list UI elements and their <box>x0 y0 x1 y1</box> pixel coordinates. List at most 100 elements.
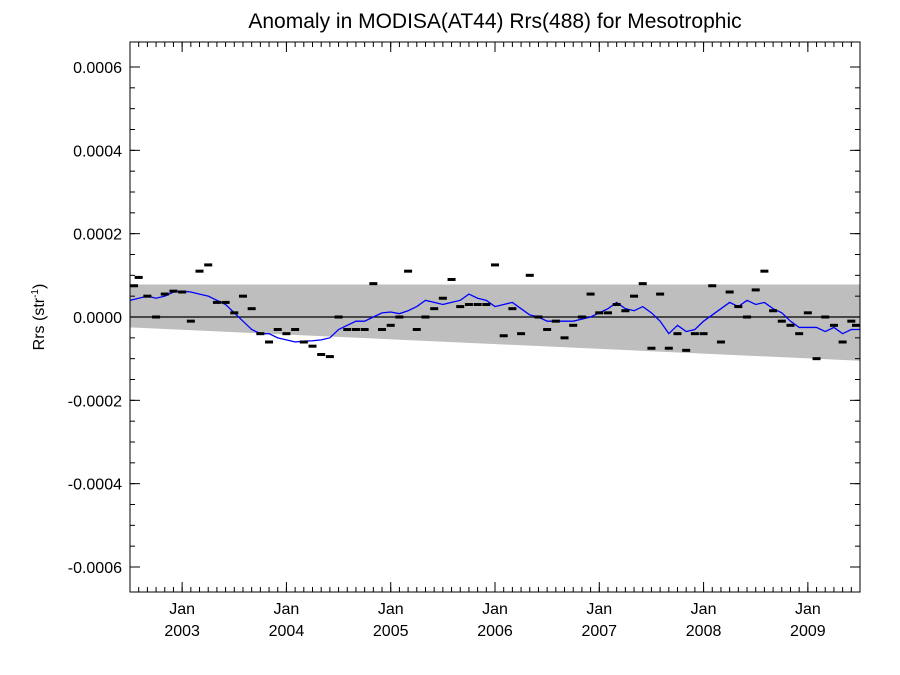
monthly-anomaly-marker <box>134 275 143 279</box>
monthly-anomaly-marker <box>404 269 413 273</box>
monthly-anomaly-marker <box>386 323 395 327</box>
y-tick-label: 0.0002 <box>73 227 122 244</box>
y-axis-label: Rrs (str-1) <box>30 284 48 351</box>
monthly-anomaly-marker <box>743 315 752 319</box>
monthly-anomaly-marker <box>204 263 213 267</box>
monthly-anomaly-marker <box>656 292 665 296</box>
monthly-anomaly-marker <box>603 311 612 315</box>
monthly-anomaly-marker <box>734 305 743 309</box>
monthly-anomaly-marker <box>438 296 447 300</box>
monthly-anomaly-marker <box>795 332 804 336</box>
monthly-anomaly-marker <box>508 307 517 311</box>
monthly-anomaly-marker <box>499 334 508 338</box>
x-axis: Jan 2003 Jan 2004 Jan 2005 Jan 2006 Jan 2007 Jan 20… <box>138 42 852 640</box>
monthly-anomaly-marker <box>829 323 838 327</box>
monthly-anomaly-marker <box>534 315 543 319</box>
monthly-anomaly-marker <box>551 319 560 323</box>
monthly-anomaly-marker <box>430 307 439 311</box>
x-tick-label-month: Jan <box>691 601 717 618</box>
monthly-anomaly-marker <box>221 300 230 304</box>
y-tick-label: 0.0004 <box>73 143 122 160</box>
monthly-anomaly-marker <box>673 332 682 336</box>
monthly-anomaly-marker <box>291 328 300 331</box>
monthly-anomaly-marker <box>543 328 552 331</box>
x-tick-label-year: 2005 <box>373 623 409 640</box>
monthly-anomaly-marker <box>152 315 161 319</box>
x-tick-label-month: Jan <box>482 601 508 618</box>
monthly-anomaly-marker <box>265 340 274 344</box>
monthly-anomaly-marker <box>160 292 169 296</box>
x-tick-label-year: 2007 <box>581 623 617 640</box>
monthly-anomaly-marker <box>803 311 812 315</box>
monthly-anomaly-marker <box>412 328 421 331</box>
y-tick-label: 0.0000 <box>73 310 122 327</box>
monthly-anomaly-marker <box>708 284 717 288</box>
monthly-anomaly-marker <box>447 278 456 281</box>
monthly-anomaly-marker <box>360 328 369 331</box>
monthly-anomaly-marker <box>725 290 734 294</box>
monthly-anomaly-marker <box>395 315 404 319</box>
monthly-anomaly-marker <box>317 353 326 356</box>
monthly-anomaly-marker <box>821 315 830 319</box>
monthly-anomaly-marker <box>212 300 221 304</box>
monthly-anomaly-marker <box>482 303 491 306</box>
monthly-anomaly-marker <box>612 303 621 306</box>
series-markers-layer <box>130 263 860 361</box>
monthly-anomaly-marker <box>308 344 317 348</box>
monthly-anomaly-marker <box>299 340 308 344</box>
monthly-anomaly-marker <box>282 332 291 336</box>
x-tick-label-month: Jan <box>586 601 612 618</box>
y-tick-label: -0.0004 <box>68 477 122 494</box>
monthly-anomaly-marker <box>699 332 708 336</box>
monthly-anomaly-marker <box>690 332 699 336</box>
monthly-anomaly-marker <box>517 332 526 336</box>
monthly-anomaly-marker <box>577 315 586 319</box>
monthly-anomaly-marker <box>638 282 647 286</box>
monthly-anomaly-marker <box>143 294 152 298</box>
monthly-anomaly-marker <box>378 328 387 331</box>
monthly-anomaly-marker <box>343 328 352 331</box>
monthly-anomaly-marker <box>456 305 465 309</box>
monthly-anomaly-marker <box>716 340 725 344</box>
monthly-anomaly-marker <box>630 294 639 298</box>
x-tick-label-year: 2006 <box>477 623 513 640</box>
x-tick-label-month: Jan <box>378 601 404 618</box>
monthly-anomaly-marker <box>186 319 195 323</box>
monthly-anomaly-marker <box>473 303 482 306</box>
monthly-anomaly-marker <box>351 328 360 331</box>
x-tick-label-month: Jan <box>169 601 195 618</box>
x-tick-label-year: 2003 <box>164 623 200 640</box>
x-tick-label-year: 2004 <box>269 623 305 640</box>
monthly-anomaly-marker <box>525 273 534 277</box>
monthly-anomaly-marker <box>595 311 604 315</box>
monthly-anomaly-marker <box>369 282 378 286</box>
monthly-anomaly-marker <box>847 319 856 323</box>
uncertainty-band <box>130 284 860 361</box>
monthly-anomaly-marker <box>647 346 656 350</box>
monthly-anomaly-marker <box>664 346 673 350</box>
monthly-anomaly-marker <box>491 263 499 267</box>
monthly-anomaly-marker <box>195 269 204 273</box>
y-axis-label-close: ) <box>31 284 48 289</box>
monthly-anomaly-marker <box>760 269 769 273</box>
monthly-anomaly-marker <box>230 311 239 315</box>
monthly-anomaly-marker <box>273 328 282 331</box>
x-tick-label-month: Jan <box>274 601 300 618</box>
x-tick-label-month: Jan <box>795 601 821 618</box>
monthly-anomaly-marker <box>334 315 343 319</box>
monthly-anomaly-marker <box>464 303 473 306</box>
monthly-anomaly-marker <box>812 357 821 361</box>
monthly-anomaly-marker <box>586 292 595 296</box>
band-layer <box>130 284 860 361</box>
monthly-anomaly-marker <box>777 319 786 323</box>
monthly-anomaly-marker <box>569 323 578 327</box>
monthly-anomaly-marker <box>169 289 178 293</box>
monthly-anomaly-marker <box>838 340 847 344</box>
monthly-anomaly-marker <box>178 290 187 294</box>
monthly-anomaly-marker <box>682 348 691 352</box>
chart-title: Anomaly in MODISA(AT44) Rrs(488) for Mes… <box>248 10 741 33</box>
monthly-anomaly-marker <box>786 323 795 327</box>
y-axis-label-sup: -1 <box>30 289 41 298</box>
monthly-anomaly-marker <box>751 288 760 292</box>
